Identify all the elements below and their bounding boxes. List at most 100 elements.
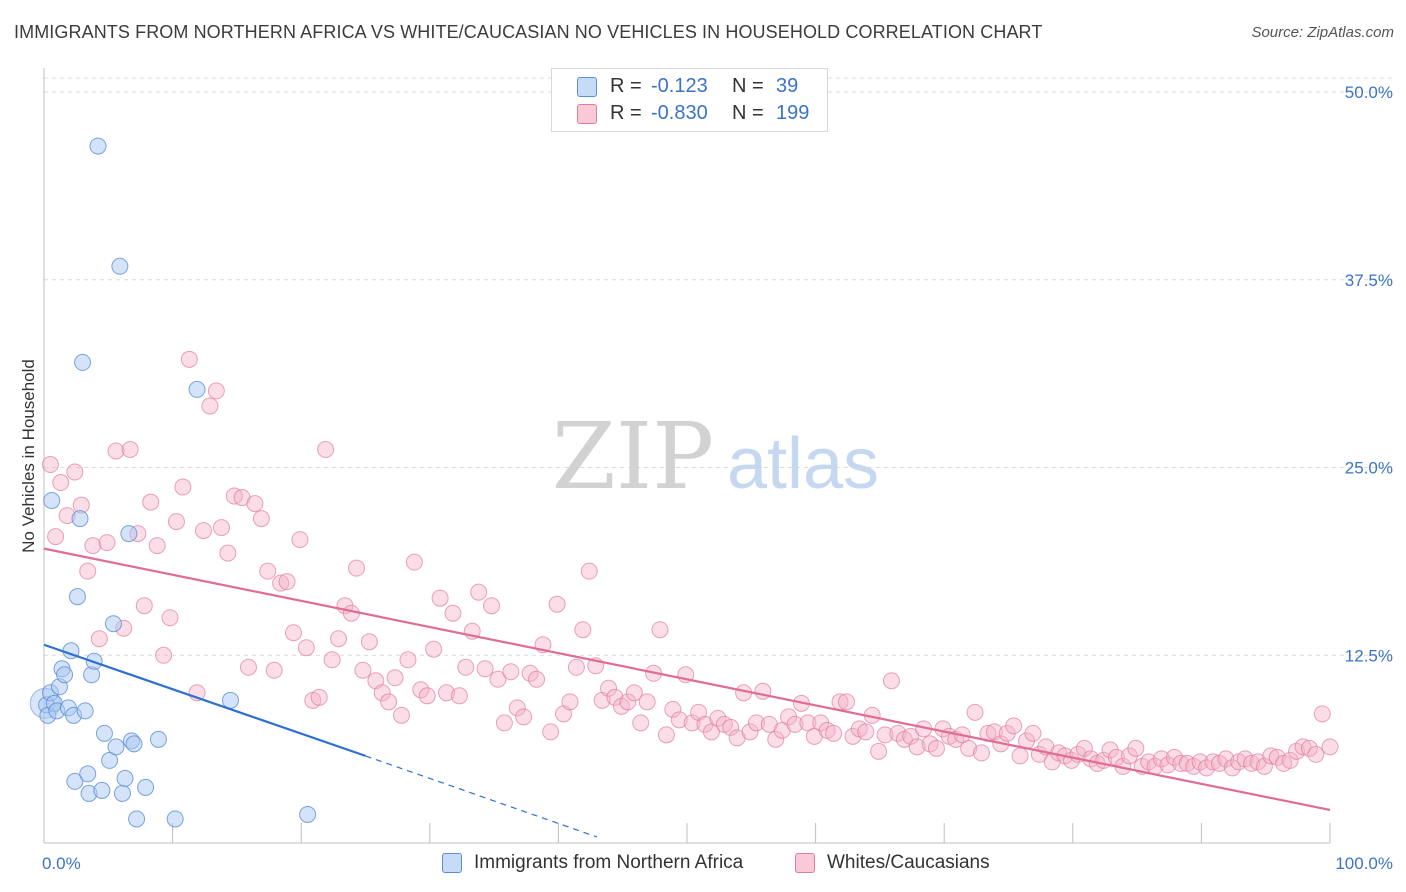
- trend-line-immigrants-extension: [365, 755, 598, 838]
- data-point-whites: [1307, 745, 1325, 763]
- data-point-whites: [1243, 754, 1261, 772]
- data-point-whites: [870, 742, 888, 760]
- data-point-whites: [902, 727, 920, 745]
- data-point-whites: [619, 693, 637, 711]
- legend-swatch-pink: [577, 104, 597, 124]
- data-point-whites: [651, 621, 669, 639]
- data-point-immigrants: [116, 769, 134, 787]
- data-point-whites: [457, 658, 475, 676]
- data-point-immigrants: [221, 691, 239, 709]
- tick-labels: 12.5% 25.0% 37.5% 50.0% 0.0% 100.0%: [42, 83, 1393, 873]
- data-point-immigrants: [89, 137, 107, 155]
- data-point-immigrants: [79, 765, 97, 783]
- data-point-whites: [747, 714, 765, 732]
- data-point-immigrants: [120, 525, 138, 543]
- data-point-whites: [360, 633, 378, 651]
- data-point-whites: [444, 604, 462, 622]
- legend-swatch-blue: [577, 77, 597, 97]
- series-immigrants-northern-africa: [29, 137, 317, 828]
- data-point-whites: [508, 699, 526, 717]
- data-point-whites: [632, 714, 650, 732]
- data-point-whites: [246, 495, 264, 513]
- data-point-whites: [1108, 748, 1126, 766]
- data-point-immigrants: [104, 615, 122, 633]
- watermark: ZIP atlas: [552, 403, 879, 510]
- data-point-whites: [889, 724, 907, 742]
- data-point-whites: [265, 661, 283, 679]
- data-point-whites: [1268, 748, 1286, 766]
- data-point-immigrants: [56, 666, 74, 684]
- data-point-whites: [876, 726, 894, 744]
- legend-n-value: 39: [776, 75, 799, 97]
- data-point-immigrants: [188, 380, 206, 398]
- x-tick-label: 0.0%: [42, 854, 81, 873]
- data-point-whites: [1127, 739, 1145, 757]
- data-point-whites: [709, 709, 727, 727]
- data-point-whites: [155, 646, 173, 664]
- data-point-whites: [259, 562, 277, 580]
- data-point-whites: [347, 559, 365, 577]
- data-point-whites: [135, 597, 153, 615]
- data-point-whites: [1005, 717, 1023, 735]
- data-point-whites: [219, 544, 237, 562]
- data-point-whites: [180, 350, 198, 368]
- legend-r-label: R =: [610, 75, 642, 97]
- legend-n-value: 199: [776, 102, 810, 124]
- data-point-whites: [670, 711, 688, 729]
- data-point-whites: [502, 663, 520, 681]
- data-point-whites: [201, 397, 219, 415]
- data-point-immigrants: [68, 588, 86, 606]
- data-point-whites: [638, 693, 656, 711]
- y-tick-label: 12.5%: [1345, 646, 1393, 665]
- data-point-whites: [567, 658, 585, 676]
- data-point-whites: [1281, 751, 1299, 769]
- data-point-whites: [418, 687, 436, 705]
- data-point-whites: [239, 658, 257, 676]
- data-point-whites: [927, 739, 945, 757]
- data-point-whites: [161, 609, 179, 627]
- data-point-whites: [386, 669, 404, 687]
- data-point-immigrants: [125, 735, 143, 753]
- data-point-whites: [580, 562, 598, 580]
- data-point-whites: [825, 724, 843, 742]
- data-point-whites: [194, 522, 212, 540]
- data-point-whites: [1262, 747, 1280, 765]
- data-point-immigrants: [137, 778, 155, 796]
- data-point-immigrants: [128, 810, 146, 828]
- bottom-legend-label: Whites/Caucasians: [827, 852, 990, 873]
- data-point-whites: [1255, 757, 1273, 775]
- data-point-whites: [1075, 739, 1093, 757]
- data-point-whites: [657, 726, 675, 744]
- legend-box: R = -0.123 N = 39 R = -0.830 N = 199: [551, 68, 828, 132]
- data-point-whites: [41, 456, 59, 474]
- data-point-whites: [52, 474, 70, 492]
- data-point-whites: [291, 531, 309, 549]
- data-point-whites: [121, 440, 139, 458]
- data-point-whites: [412, 681, 430, 699]
- bottom-legend-label: Immigrants from Northern Africa: [474, 852, 744, 873]
- watermark-atlas: atlas: [727, 424, 879, 504]
- data-point-whites: [297, 639, 315, 657]
- x-tick-label: 100.0%: [1335, 854, 1393, 873]
- trend-line-immigrants: [43, 643, 366, 757]
- data-point-whites: [207, 382, 225, 400]
- data-point-whites: [148, 537, 166, 555]
- data-point-immigrants: [66, 772, 84, 790]
- data-point-whites: [329, 630, 347, 648]
- source-label: Source: ZipAtlas.com: [1251, 24, 1394, 41]
- data-point-whites: [1011, 747, 1029, 765]
- watermark-zip: ZIP: [552, 403, 714, 510]
- data-point-whites: [252, 510, 270, 528]
- data-point-whites: [741, 723, 759, 741]
- data-point-immigrants: [43, 492, 61, 510]
- data-point-whites: [515, 708, 533, 726]
- data-point-whites: [450, 687, 468, 705]
- data-point-whites: [882, 672, 900, 690]
- data-point-whites: [90, 630, 108, 648]
- data-point-whites: [548, 595, 566, 613]
- data-point-whites: [310, 688, 328, 706]
- data-point-whites: [1024, 724, 1042, 742]
- data-point-immigrants: [71, 510, 89, 528]
- data-point-whites: [837, 693, 855, 711]
- data-point-whites: [393, 706, 411, 724]
